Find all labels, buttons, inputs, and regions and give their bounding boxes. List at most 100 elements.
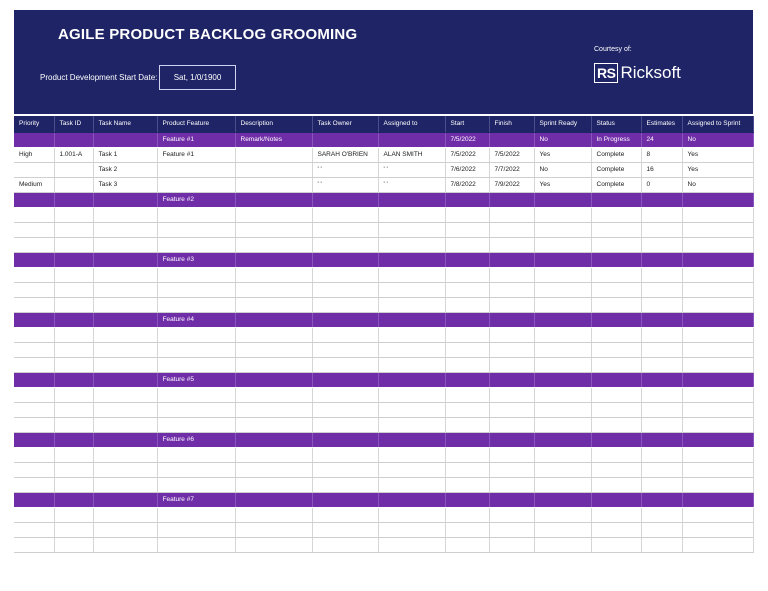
table-cell[interactable] [93, 132, 158, 148]
column-header[interactable]: Product Feature [157, 116, 236, 133]
table-cell[interactable]: 1.001-A [54, 147, 94, 163]
column-header[interactable]: Description [235, 116, 313, 133]
table-cell[interactable]: 0 [641, 177, 683, 193]
table-cell[interactable] [157, 297, 236, 313]
table-cell[interactable] [378, 192, 446, 208]
table-cell[interactable] [93, 402, 158, 418]
table-cell[interactable] [445, 297, 490, 313]
table-cell[interactable] [489, 297, 535, 313]
table-cell[interactable] [682, 432, 754, 448]
table-cell[interactable] [682, 387, 754, 403]
table-cell[interactable] [445, 237, 490, 253]
table-cell[interactable] [54, 177, 94, 193]
table-cell[interactable] [591, 477, 642, 493]
table-cell[interactable] [54, 252, 94, 268]
table-cell[interactable] [489, 492, 535, 508]
table-cell[interactable] [14, 492, 55, 508]
table-cell[interactable] [235, 267, 313, 283]
table-cell[interactable] [14, 357, 55, 373]
table-cell[interactable] [235, 447, 313, 463]
table-cell[interactable] [235, 462, 313, 478]
table-cell[interactable] [93, 537, 158, 553]
table-cell[interactable] [534, 417, 592, 433]
table-cell[interactable] [157, 282, 236, 298]
table-cell[interactable] [378, 477, 446, 493]
table-cell[interactable] [445, 327, 490, 343]
table-cell[interactable] [235, 282, 313, 298]
table-cell[interactable] [235, 147, 313, 163]
table-cell[interactable] [591, 447, 642, 463]
table-cell[interactable] [591, 402, 642, 418]
table-cell[interactable] [235, 192, 313, 208]
table-cell[interactable] [378, 267, 446, 283]
table-cell[interactable]: Feature #5 [157, 372, 236, 388]
table-cell[interactable] [445, 192, 490, 208]
table-cell[interactable] [534, 267, 592, 283]
table-cell[interactable] [641, 207, 683, 223]
table-cell[interactable] [489, 402, 535, 418]
table-cell[interactable] [489, 207, 535, 223]
table-cell[interactable] [489, 192, 535, 208]
table-cell[interactable] [489, 327, 535, 343]
table-cell[interactable] [591, 342, 642, 358]
table-cell[interactable] [534, 387, 592, 403]
table-cell[interactable] [157, 162, 236, 178]
table-cell[interactable] [14, 132, 55, 148]
table-cell[interactable] [489, 282, 535, 298]
table-cell[interactable] [157, 522, 236, 538]
table-cell[interactable] [378, 417, 446, 433]
table-cell[interactable] [378, 327, 446, 343]
table-cell[interactable] [14, 207, 55, 223]
table-cell[interactable]: 16 [641, 162, 683, 178]
table-cell[interactable] [54, 447, 94, 463]
table-cell[interactable] [54, 327, 94, 343]
table-cell[interactable] [641, 267, 683, 283]
table-cell[interactable] [445, 462, 490, 478]
table-cell[interactable] [312, 417, 379, 433]
table-cell[interactable] [235, 522, 313, 538]
table-cell[interactable] [489, 342, 535, 358]
table-cell[interactable] [682, 447, 754, 463]
table-cell[interactable] [14, 297, 55, 313]
table-cell[interactable] [312, 222, 379, 238]
table-cell[interactable] [235, 507, 313, 523]
table-cell[interactable]: ' ' [378, 162, 446, 178]
table-cell[interactable] [93, 507, 158, 523]
table-cell[interactable] [235, 402, 313, 418]
table-cell[interactable] [312, 402, 379, 418]
table-cell[interactable] [682, 537, 754, 553]
table-cell[interactable] [235, 417, 313, 433]
table-cell[interactable] [534, 432, 592, 448]
table-cell[interactable] [445, 357, 490, 373]
table-cell[interactable]: ALAN SMITH [378, 147, 446, 163]
table-cell[interactable] [235, 492, 313, 508]
table-cell[interactable] [235, 387, 313, 403]
table-cell[interactable] [641, 237, 683, 253]
table-cell[interactable] [534, 192, 592, 208]
table-cell[interactable] [14, 327, 55, 343]
table-cell[interactable] [445, 492, 490, 508]
table-cell[interactable] [534, 312, 592, 328]
table-cell[interactable] [489, 537, 535, 553]
table-cell[interactable] [534, 372, 592, 388]
table-cell[interactable] [682, 492, 754, 508]
table-cell[interactable] [641, 417, 683, 433]
table-cell[interactable]: Feature #6 [157, 432, 236, 448]
table-cell[interactable] [489, 267, 535, 283]
table-cell[interactable] [93, 387, 158, 403]
table-cell[interactable] [14, 537, 55, 553]
table-cell[interactable] [591, 237, 642, 253]
table-cell[interactable] [93, 237, 158, 253]
start-date-field[interactable]: Sat, 1/0/1900 [159, 65, 236, 90]
table-cell[interactable]: Yes [534, 147, 592, 163]
table-cell[interactable]: 7/5/2022 [445, 147, 490, 163]
table-cell[interactable] [534, 252, 592, 268]
table-cell[interactable] [445, 417, 490, 433]
table-cell[interactable] [489, 432, 535, 448]
table-cell[interactable] [312, 357, 379, 373]
table-cell[interactable]: No [682, 177, 754, 193]
column-header[interactable]: Sprint Ready [534, 116, 592, 133]
table-cell[interactable] [14, 447, 55, 463]
table-cell[interactable] [93, 462, 158, 478]
table-cell[interactable] [682, 462, 754, 478]
